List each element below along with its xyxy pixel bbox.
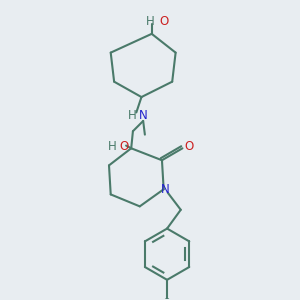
Text: O: O: [185, 140, 194, 153]
Text: N: N: [139, 109, 148, 122]
Text: N: N: [161, 183, 170, 196]
Text: O: O: [120, 140, 129, 153]
Text: O: O: [159, 15, 169, 28]
Text: H: H: [146, 15, 155, 28]
Text: H: H: [128, 109, 136, 122]
Text: H: H: [108, 140, 117, 153]
